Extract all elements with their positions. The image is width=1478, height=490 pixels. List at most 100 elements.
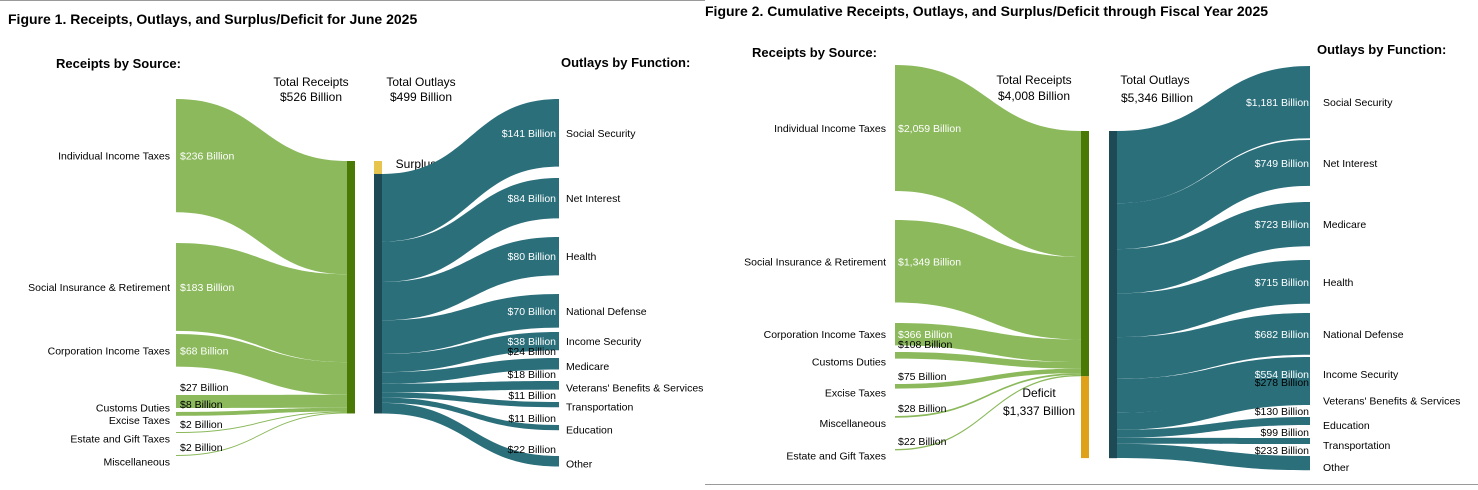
outlay-flow-social-security [1117,66,1310,204]
total-outlays-value: $499 Billion [390,90,452,104]
receipt-name-corporation-income-taxes: Corporation Income Taxes [48,345,170,357]
outlay-value-income-security: $38 Billion [508,336,557,348]
surplus-bar [374,161,382,174]
outlay-value-health: $715 Billion [1255,277,1309,289]
receipt-flow-estate-and-gift-taxes [895,374,1081,451]
outlay-value-health: $80 Billion [508,251,557,263]
outlay-name-education: Education [566,425,613,437]
receipt-flow-excise-taxes [895,368,1081,389]
outlay-flow-net-interest [382,178,559,282]
outlay-flow-net-interest [1117,140,1310,250]
outlay-value-veterans-benefits-services: $18 Billion [508,369,557,381]
outlay-name-medicare: Medicare [1323,219,1366,231]
outlay-value-net-interest: $749 Billion [1255,158,1309,170]
outlay-value-income-security: $554 Billion [1255,369,1309,381]
receipt-name-customs-duties: Customs Duties [812,356,886,368]
outlay-value-transportation: $11 Billion [508,390,556,402]
total-outlays-bar [374,173,382,414]
receipt-value-estate-and-gift-taxes: $2 Billion [180,419,223,431]
receipt-flow-excise-taxes [176,407,347,416]
total-outlays-value: $5,346 Billion [1121,91,1193,105]
outlay-flow-health [382,237,559,321]
outlay-name-other: Other [566,458,593,470]
outlays-header: Outlays by Function: [1317,42,1446,57]
outlay-name-net-interest: Net Interest [566,193,620,205]
outlay-value-veterans-benefits-services: $278 Billion [1255,377,1309,389]
figure-2-title: Figure 2. Cumulative Receipts, Outlays, … [705,3,1269,19]
outlay-flow-medicare [382,358,559,384]
outlay-value-education: $130 Billion [1255,406,1309,418]
total-receipts-bar [1081,131,1089,377]
receipt-value-customs-duties: $108 Billion [898,339,952,351]
outlay-flow-other [382,402,559,467]
outlay-name-veterans-benefits-services: Veterans' Benefits & Services [1323,396,1460,408]
outlay-flow-transportation [1117,437,1310,445]
outlay-name-social-security: Social Security [1323,97,1393,109]
outlay-name-health: Health [1323,277,1354,289]
total-receipts-label: Total Receipts [996,73,1071,87]
receipt-flow-miscellaneous [895,373,1081,418]
outlay-name-medicare: Medicare [566,361,609,373]
total-receipts-value: $4,008 Billion [998,89,1070,103]
deficit-label: Deficit [1022,386,1056,400]
outlay-value-education: $11 Billion [508,413,556,425]
outlay-value-other: $233 Billion [1255,445,1309,457]
outlay-flow-medicare [1117,202,1310,294]
receipt-name-miscellaneous: Miscellaneous [103,457,170,469]
outlay-name-national-defense: National Defense [566,306,647,318]
outlay-flow-income-security [1117,357,1310,413]
receipt-value-individual-income-taxes: $2,059 Billion [898,123,961,135]
receipt-name-excise-taxes: Excise Taxes [825,387,886,399]
receipts-header: Receipts by Source: [56,56,181,71]
figure-1-sankey: Receipts by Source: Outlays by Function: T… [28,55,703,470]
outlay-name-veterans-benefits-services: Veterans' Benefits & Services [566,382,703,394]
outlay-value-social-security: $141 Billion [502,128,556,140]
receipt-value-social-insurance-retirement: $1,349 Billion [898,256,961,268]
total-receipts-value: $526 Billion [280,90,342,104]
outlay-name-social-security: Social Security [566,128,636,140]
receipt-flow-social-insurance-retirement [176,243,347,363]
receipt-name-miscellaneous: Miscellaneous [819,418,886,430]
receipt-name-estate-and-gift-taxes: Estate and Gift Taxes [786,451,886,463]
deficit-bar [1081,376,1089,459]
total-receipts-label: Total Receipts [273,75,348,89]
figure-2-sankey: Receipts by Source: Outlays by Function: T… [744,42,1460,474]
receipt-flow-corporation-income-taxes [895,323,1081,362]
outlay-name-national-defense: National Defense [1323,329,1404,341]
figure-1-panel: Figure 1. Receipts, Outlays, and Surplus… [0,0,705,490]
outlay-flow-national-defense [1117,313,1310,379]
receipt-name-individual-income-taxes: Individual Income Taxes [58,151,170,163]
total-outlays-label: Total Outlays [386,75,455,89]
receipt-value-estate-and-gift-taxes: $22 Billion [898,436,947,448]
receipt-flow-customs-duties [176,394,347,408]
outlay-name-health: Health [566,251,597,263]
receipt-name-customs-duties: Customs Duties [96,402,170,414]
outlay-value-medicare: $24 Billion [508,346,557,358]
receipt-name-corporation-income-taxes: Corporation Income Taxes [764,329,886,341]
receipt-flow-social-insurance-retirement [895,220,1081,340]
receipt-value-miscellaneous: $28 Billion [898,403,947,415]
outlay-name-net-interest: Net Interest [1323,158,1377,170]
receipt-value-corporation-income-taxes: $68 Billion [180,345,229,357]
receipt-flow-individual-income-taxes [895,65,1081,258]
figure-2-panel: Figure 2. Cumulative Receipts, Outlays, … [705,0,1478,489]
outlay-name-other: Other [1323,462,1350,474]
outlay-flow-education [1117,417,1310,438]
receipt-value-miscellaneous: $2 Billion [180,442,223,454]
receipt-name-social-insurance-retirement: Social Insurance & Retirement [28,282,170,294]
outlay-value-transportation: $99 Billion [1261,427,1310,439]
outlay-flow-national-defense [382,294,559,354]
outlay-value-net-interest: $84 Billion [508,193,557,205]
receipt-flow-miscellaneous [176,412,347,456]
receipt-flow-customs-duties [895,352,1081,369]
total-outlays-bar [1109,131,1117,459]
outlay-flow-veterans-benefits-services [1117,388,1310,430]
outlay-value-national-defense: $70 Billion [508,306,557,318]
total-outlays-label: Total Outlays [1120,73,1189,87]
receipt-value-corporation-income-taxes: $366 Billion [898,329,952,341]
receipt-flow-individual-income-taxes [176,99,347,275]
outlay-flow-income-security [382,332,559,373]
outlay-name-transportation: Transportation [1323,440,1390,452]
outlay-value-national-defense: $682 Billion [1255,329,1309,341]
outlay-value-social-security: $1,181 Billion [1246,97,1309,109]
